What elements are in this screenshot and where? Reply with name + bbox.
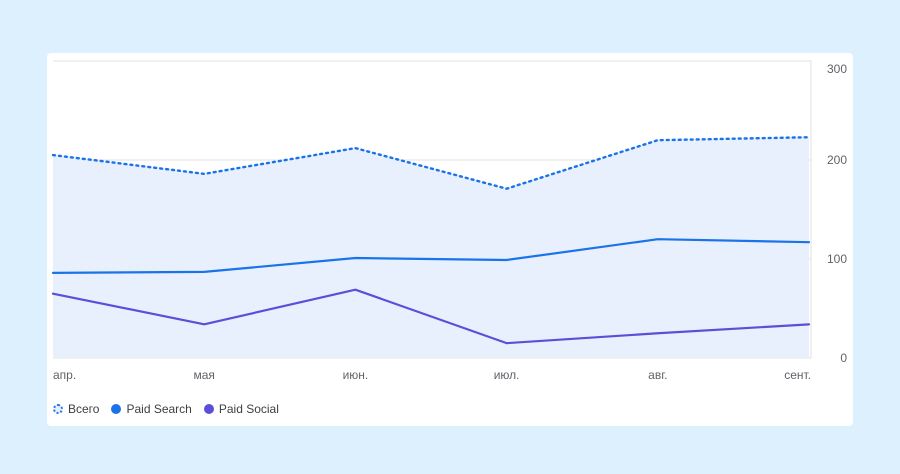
x-tick-label: апр. xyxy=(53,368,76,382)
y-tick-label: 100 xyxy=(827,252,847,266)
legend-circle-icon xyxy=(111,404,122,414)
x-tick-label: мая xyxy=(193,368,214,382)
legend-item-paid-social[interactable]: Paid Social xyxy=(203,402,279,416)
chart-legend: Всего Paid Search Paid Social xyxy=(53,402,279,416)
series-lines xyxy=(51,136,811,345)
legend-label-paid-social: Paid Social xyxy=(218,402,279,416)
y-tick-label: 300 xyxy=(827,62,847,76)
x-axis-tick-labels: апр. мая июн. июл. авг. сент. xyxy=(53,368,811,382)
total-area xyxy=(53,137,809,358)
x-tick-label: июн. xyxy=(343,368,369,382)
area-fill xyxy=(53,137,809,358)
line-chart: 0 100 200 300 апр. мая июн. июл. авг. сент. xyxy=(51,60,847,382)
y-tick-label: 0 xyxy=(840,351,847,365)
legend-label-paid-search: Paid Search xyxy=(126,402,192,416)
series-line-0[interactable] xyxy=(51,136,811,190)
chart-card: 0 100 200 300 апр. мая июн. июл. авг. сент. Всег… xyxy=(47,53,853,426)
x-tick-label: авг. xyxy=(648,368,667,382)
series-line-1[interactable] xyxy=(51,238,811,274)
legend-item-paid-search[interactable]: Paid Search xyxy=(111,402,192,416)
y-axis-tick-labels: 0 100 200 300 xyxy=(827,62,847,365)
legend-label-total: Всего xyxy=(68,402,100,416)
x-tick-label: сент. xyxy=(784,368,811,382)
series-line-2[interactable] xyxy=(51,288,811,345)
legend-dotted-circle-icon xyxy=(53,404,63,414)
legend-item-total[interactable]: Всего xyxy=(53,402,99,416)
legend-circle-icon xyxy=(203,404,214,414)
x-tick-label: июл. xyxy=(494,368,520,382)
y-tick-label: 200 xyxy=(827,153,847,167)
